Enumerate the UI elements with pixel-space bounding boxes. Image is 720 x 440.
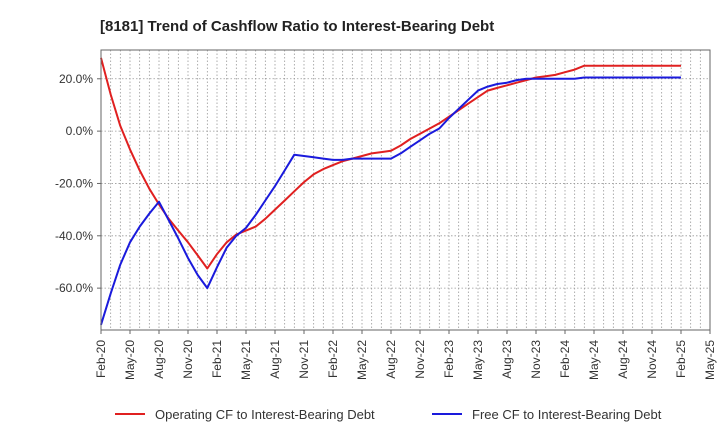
x-tick-label: Feb-20 [94,340,108,378]
series-line-operating-cf [100,57,681,270]
y-tick-label: 20.0% [59,72,93,86]
x-tick-label: May-25 [703,340,717,380]
plot-area-frame [100,49,711,331]
x-tick-label: Nov-22 [413,340,427,379]
x-tick-label: May-23 [471,340,485,380]
x-tick-label: Nov-20 [181,340,195,379]
x-tick-label: Feb-23 [442,340,456,378]
x-tick-label: Nov-24 [645,340,659,379]
y-axis: 20.0% 0.0% -20.0% -40.0% -60.0% [55,72,101,295]
series-line-free-cf [100,76,681,326]
y-tick-label: -40.0% [55,229,93,243]
y-tick-label: -60.0% [55,281,93,295]
x-tick-label: Aug-22 [384,340,398,379]
x-tick-label: May-22 [355,340,369,380]
x-tick-label: Aug-23 [500,340,514,379]
x-tick-label: Feb-21 [210,340,224,378]
x-axis: Feb-20 May-20 Aug-20 Nov-20 Feb-21 May-21 Aug-… [94,330,717,380]
x-tick-label: Feb-22 [326,340,340,378]
x-tick-label: Nov-23 [529,340,543,379]
x-tick-label: Feb-25 [674,340,688,378]
legend-label-free-cf: Free CF to Interest-Bearing Debt [472,407,662,422]
x-tick-label: Feb-24 [558,340,572,378]
legend-label-operating-cf: Operating CF to Interest-Bearing Debt [155,407,375,422]
grid-lines [101,50,710,330]
x-tick-label: Aug-20 [152,340,166,379]
x-tick-label: Nov-21 [297,340,311,379]
series-lines [100,57,681,326]
legend: Operating CF to Interest-Bearing Debt Fr… [115,407,662,422]
chart-title: [8181] Trend of Cashflow Ratio to Intere… [100,18,494,35]
x-tick-label: Aug-24 [616,340,630,379]
x-tick-label: May-21 [239,340,253,380]
y-tick-label: 0.0% [66,124,94,138]
y-tick-label: -20.0% [55,176,93,190]
legend-item-operating-cf: Operating CF to Interest-Bearing Debt [115,407,375,422]
x-tick-label: Aug-21 [268,340,282,379]
x-tick-label: May-20 [123,340,137,380]
legend-item-free-cf: Free CF to Interest-Bearing Debt [432,407,662,422]
x-tick-label: May-24 [587,340,601,380]
